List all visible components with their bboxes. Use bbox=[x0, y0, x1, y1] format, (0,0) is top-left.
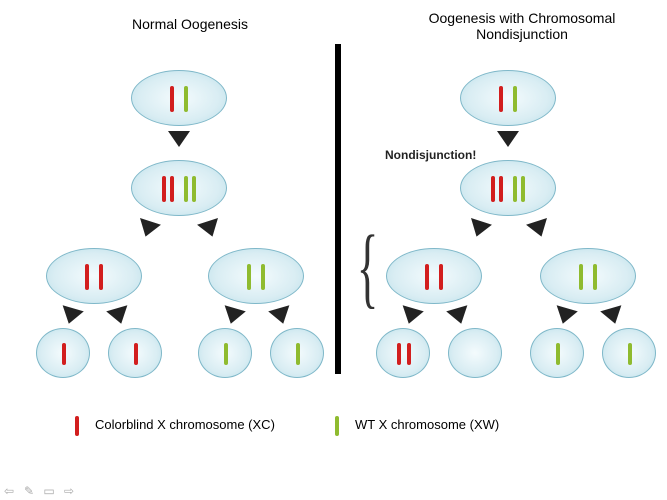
green-chromosome bbox=[513, 86, 517, 112]
slideshow-toolbar: ⇦ ✎ ▭ ⇨ bbox=[2, 484, 76, 498]
green-chromosome bbox=[593, 264, 597, 290]
red-chromosome bbox=[499, 176, 503, 202]
pen-icon[interactable]: ✎ bbox=[22, 484, 36, 498]
green-chromosome bbox=[261, 264, 265, 290]
cell bbox=[36, 328, 90, 378]
arrow-icon bbox=[526, 218, 552, 240]
arrow-icon bbox=[497, 131, 519, 147]
arrow-icon bbox=[197, 218, 223, 240]
arrow-icon bbox=[600, 305, 626, 326]
red-chromosome bbox=[170, 86, 174, 112]
cell bbox=[448, 328, 502, 378]
red-chromosome bbox=[491, 176, 495, 202]
cell bbox=[530, 328, 584, 378]
arrow-icon bbox=[466, 218, 492, 240]
nondisjunction-label: Nondisjunction! bbox=[385, 148, 476, 162]
cell bbox=[270, 328, 324, 378]
legend-red-text: Colorblind X chromosome (XC) bbox=[95, 417, 275, 432]
red-chromosome bbox=[170, 176, 174, 202]
cell bbox=[131, 70, 227, 126]
green-chromosome bbox=[247, 264, 251, 290]
arrow-icon bbox=[552, 305, 578, 326]
arrow-icon bbox=[58, 305, 84, 326]
green-chromosome bbox=[192, 176, 196, 202]
cell bbox=[198, 328, 252, 378]
cell bbox=[460, 70, 556, 126]
cell bbox=[376, 328, 430, 378]
title-right: Oogenesis with Chromosomal Nondisjunctio… bbox=[392, 10, 652, 42]
red-chromosome bbox=[62, 343, 66, 365]
red-chromosome bbox=[397, 343, 401, 365]
arrow-icon bbox=[446, 305, 472, 326]
arrow-icon bbox=[135, 218, 161, 240]
red-chromosome bbox=[425, 264, 429, 290]
red-chromosome bbox=[134, 343, 138, 365]
red-chromosome bbox=[439, 264, 443, 290]
next-slide-icon[interactable]: ⇨ bbox=[62, 484, 76, 498]
arrow-icon bbox=[268, 305, 294, 326]
green-chromosome bbox=[556, 343, 560, 365]
legend-green-text: WT X chromosome (XW) bbox=[355, 417, 499, 432]
menu-icon[interactable]: ▭ bbox=[42, 484, 56, 498]
red-chromosome bbox=[85, 264, 89, 290]
red-chromosome bbox=[407, 343, 411, 365]
red-chromosome bbox=[162, 176, 166, 202]
legend-red-mark bbox=[75, 416, 79, 436]
cell bbox=[386, 248, 482, 304]
legend-green-mark bbox=[335, 416, 339, 436]
green-chromosome bbox=[184, 176, 188, 202]
green-chromosome bbox=[579, 264, 583, 290]
green-chromosome bbox=[184, 86, 188, 112]
red-chromosome bbox=[99, 264, 103, 290]
green-chromosome bbox=[521, 176, 525, 202]
prev-slide-icon[interactable]: ⇦ bbox=[2, 484, 16, 498]
arrow-icon bbox=[398, 305, 424, 326]
green-chromosome bbox=[513, 176, 517, 202]
arrow-icon bbox=[220, 305, 246, 326]
red-chromosome bbox=[499, 86, 503, 112]
cell bbox=[208, 248, 304, 304]
arrow-icon bbox=[168, 131, 190, 147]
cell bbox=[460, 160, 556, 216]
cell bbox=[602, 328, 656, 378]
cell bbox=[131, 160, 227, 216]
vertical-divider bbox=[335, 44, 341, 374]
arrow-icon bbox=[106, 305, 132, 326]
cell bbox=[540, 248, 636, 304]
brace-icon: { bbox=[357, 216, 379, 319]
green-chromosome bbox=[296, 343, 300, 365]
title-left: Normal Oogenesis bbox=[90, 16, 290, 32]
cell bbox=[108, 328, 162, 378]
cell bbox=[46, 248, 142, 304]
green-chromosome bbox=[224, 343, 228, 365]
green-chromosome bbox=[628, 343, 632, 365]
